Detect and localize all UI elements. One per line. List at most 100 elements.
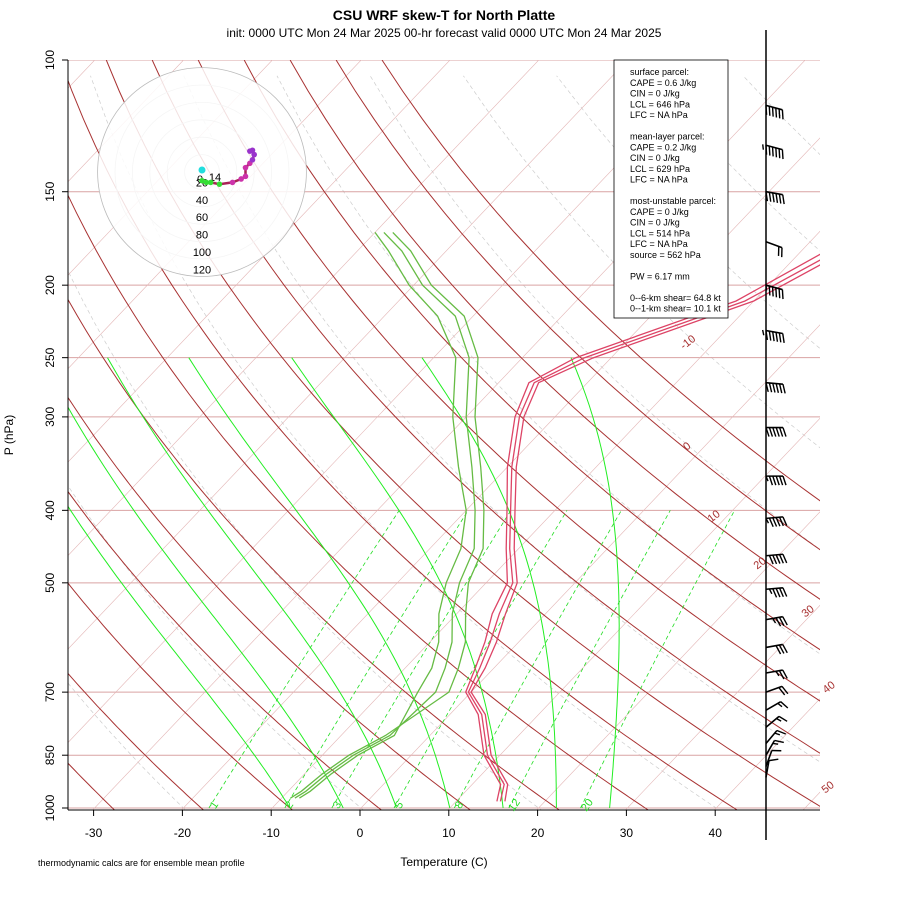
- moist-adiabat: [68, 406, 344, 809]
- dry-adiabat: [183, 75, 820, 763]
- hodograph-ring-label: 60: [196, 212, 208, 224]
- barb-flag: [775, 287, 778, 298]
- barb-flag: [768, 382, 773, 393]
- barb-flag: [772, 192, 775, 203]
- barb-flag: [782, 333, 785, 344]
- barb-flag: [765, 191, 769, 202]
- barb-half-flag: [762, 144, 765, 150]
- barb-flag: [781, 685, 789, 695]
- isotherm-label: 20: [752, 555, 769, 572]
- barb-flag: [768, 106, 771, 116]
- barb-flag: [768, 475, 774, 486]
- mixing-ratio-line: [453, 510, 622, 809]
- barb-flag: [775, 617, 782, 627]
- dewpoint-trace: [290, 231, 485, 799]
- wind-barb: [765, 475, 787, 486]
- barb-flag: [771, 107, 774, 117]
- barb-flag: [772, 588, 778, 598]
- mixing-ratio-label: 8: [453, 799, 466, 811]
- moist-adiabat: [570, 357, 620, 809]
- wind-barb: [765, 553, 788, 565]
- dry-adiabat: [369, 75, 820, 550]
- mixing-ratio-line: [580, 510, 735, 809]
- wind-barb: [765, 190, 785, 205]
- dry-adiabat-bold: [68, 79, 739, 810]
- barb-flag: [775, 645, 782, 655]
- dry-adiabat: [836, 76, 900, 824]
- legend-line: PW = 6.17 mm: [630, 271, 690, 281]
- barb-half-flag: [772, 618, 777, 624]
- wind-barb: [765, 685, 789, 696]
- barb-flag: [765, 330, 769, 341]
- barb-shaft: [765, 241, 783, 249]
- barb-flag: [782, 616, 788, 626]
- moist-adiabat: [188, 357, 451, 809]
- y-tick-label: 250: [43, 347, 57, 367]
- barb-flag: [768, 758, 779, 762]
- barb-flag: [775, 588, 781, 598]
- mixing-ratio-label: 2: [283, 799, 296, 811]
- y-tick-label: 300: [43, 407, 57, 427]
- barb-shaft: [765, 750, 773, 767]
- legend-line: most-unstable parcel:: [630, 196, 716, 206]
- x-tick-label: 40: [709, 826, 723, 840]
- legend-line: LCL = 646 hPa: [630, 99, 690, 109]
- hodograph: 20406080100120014: [97, 67, 307, 277]
- barb-flag: [768, 555, 774, 565]
- barb-flag: [778, 554, 784, 564]
- temperature-trace: [470, 264, 820, 802]
- barb-flag: [775, 427, 780, 437]
- isotherm-line: [713, 698, 820, 810]
- barb-flag: [782, 669, 788, 679]
- isotherm-line: [68, 60, 451, 463]
- barb-flag: [778, 670, 785, 680]
- dry-adiabat-bold: [68, 298, 561, 810]
- dry-adiabat-bold: [289, 60, 820, 600]
- x-tick-label: -10: [263, 826, 281, 840]
- chart-title: CSU WRF skew-T for North Platte: [333, 7, 556, 23]
- hodograph-point: [242, 173, 249, 180]
- dry-adiabat-bold: [243, 60, 820, 651]
- chart-subtitle: init: 0000 UTC Mon 24 Mar 2025 00-hr for…: [227, 26, 662, 40]
- barb-flag: [771, 286, 774, 297]
- wind-barb: [765, 669, 788, 680]
- barb-flag: [772, 383, 776, 393]
- barb-flag: [782, 427, 787, 437]
- isotherm-label: 10: [706, 508, 723, 525]
- mixing-ratio-label: 3: [331, 799, 344, 811]
- x-axis-label: Temperature (C): [400, 855, 487, 869]
- barb-half-flag: [772, 742, 779, 745]
- mixing-ratio-label: 12: [506, 797, 523, 814]
- wind-barb: [761, 329, 785, 344]
- wind-barb: [765, 715, 788, 728]
- barb-flag: [782, 587, 788, 597]
- barb-flag: [772, 554, 778, 565]
- hodograph-point: [238, 176, 244, 182]
- wind-barb: [765, 426, 787, 437]
- x-tick-label: 0: [357, 826, 364, 840]
- barb-flag: [765, 145, 768, 155]
- barb-shaft: [765, 144, 783, 151]
- barb-half-flag: [776, 717, 782, 722]
- hodograph-ring-label: 120: [193, 264, 211, 276]
- barb-flag: [778, 587, 784, 598]
- wind-barb: [765, 586, 788, 598]
- isotherm-line: [536, 511, 820, 810]
- barb-flag: [778, 644, 785, 654]
- legend-line: LFC = NA hPa: [630, 175, 688, 185]
- barb-flag: [772, 475, 777, 486]
- dry-adiabat-bold: [105, 60, 820, 807]
- dewpoint-trace: [294, 231, 476, 799]
- barb-flag: [782, 644, 788, 654]
- y-tick-label: 200: [43, 275, 57, 295]
- barb-flag: [782, 194, 785, 205]
- barb-half-flag: [777, 702, 783, 708]
- barb-flag: [768, 192, 772, 202]
- dry-adiabat-bold: [68, 396, 472, 810]
- hodograph-ring-label: 100: [193, 247, 211, 259]
- y-tick-label: 700: [43, 682, 57, 702]
- wind-barb: [765, 284, 784, 300]
- hodograph-point: [251, 151, 257, 158]
- barb-flag: [768, 427, 774, 437]
